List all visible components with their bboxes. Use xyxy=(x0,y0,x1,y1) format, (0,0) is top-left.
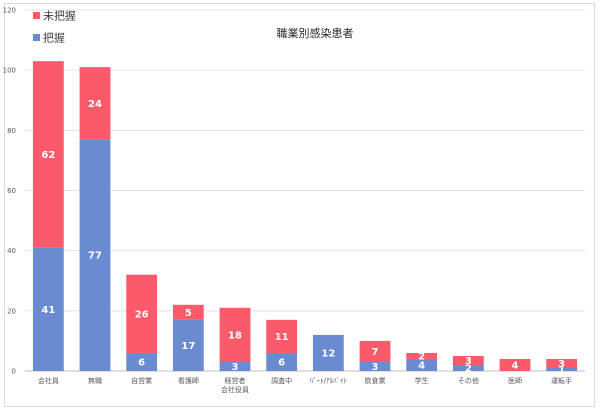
data-label: 24 xyxy=(88,99,102,110)
bar-segment xyxy=(406,358,438,371)
bar-segment xyxy=(32,61,64,248)
y-tick-label: 120 xyxy=(3,7,16,15)
bar-segment xyxy=(452,355,484,365)
bar-segment xyxy=(32,247,64,371)
bar-segment xyxy=(499,358,531,371)
category-label: 医師 xyxy=(508,376,522,385)
legend-label: 把握 xyxy=(43,31,65,45)
data-label: 2 xyxy=(465,363,472,374)
data-label: 17 xyxy=(181,341,195,352)
category-label: その他 xyxy=(458,376,479,385)
category-label: 会社役員 xyxy=(221,385,249,394)
data-label: 18 xyxy=(228,330,242,341)
y-tick-label: 20 xyxy=(7,307,16,315)
legend-swatch xyxy=(33,12,40,19)
y-tick-label: 0 xyxy=(12,368,16,376)
y-tick-label: 80 xyxy=(7,127,16,135)
bar-segment xyxy=(126,352,158,371)
data-label: 3 xyxy=(232,362,239,373)
category-label: 飲食業 xyxy=(365,376,386,385)
data-label: 4 xyxy=(418,360,425,371)
bar-segment xyxy=(79,139,111,371)
gridlines xyxy=(25,9,585,372)
data-label: 26 xyxy=(135,309,149,320)
data-label: 11 xyxy=(275,332,289,343)
data-label: 77 xyxy=(88,251,102,262)
category-label: ﾊﾟｰﾄ/ｱﾙﾊﾞｲﾄ xyxy=(310,377,347,385)
data-label: 3 xyxy=(372,362,379,373)
y-tick-label: 40 xyxy=(7,247,16,255)
bar-segment xyxy=(79,67,111,140)
bar-segment xyxy=(219,361,251,371)
data-label: 41 xyxy=(41,305,55,316)
data-label: 7 xyxy=(372,347,379,358)
y-tick-label: 100 xyxy=(3,67,16,75)
category-label: 看護師 xyxy=(178,376,199,385)
category-label: 自営業 xyxy=(131,376,152,385)
bar-segment xyxy=(266,352,298,371)
data-label: 12 xyxy=(321,348,335,359)
category-label: 無職 xyxy=(88,376,102,385)
data-label: 62 xyxy=(41,150,55,161)
bars xyxy=(32,61,578,371)
legend-swatch xyxy=(33,34,40,41)
data-label: 5 xyxy=(185,308,192,319)
category-label: 運転手 xyxy=(551,376,572,385)
data-label: 3 xyxy=(465,356,472,367)
data-label: 2 xyxy=(418,351,425,362)
bar-segment xyxy=(359,340,391,362)
bar-segment xyxy=(359,361,391,371)
legend-label: 未把握 xyxy=(43,9,76,23)
bar-segment xyxy=(406,352,438,359)
category-label: 学生 xyxy=(415,376,429,385)
data-label: 6 xyxy=(138,357,145,368)
bar-segment xyxy=(452,364,484,371)
bar-segment xyxy=(312,334,344,371)
bar-segment xyxy=(172,319,204,371)
chart-title: 職業別感染患者 xyxy=(277,26,354,40)
data-label: 1 xyxy=(558,365,565,376)
category-label: 調査中 xyxy=(271,376,292,385)
category-label: 会社員 xyxy=(38,376,59,385)
bar-segment xyxy=(172,304,204,320)
y-axis: 0 20 40 60 80 100 120 xyxy=(3,7,16,376)
y-tick-label: 60 xyxy=(7,187,16,195)
data-label: 3 xyxy=(558,359,565,370)
data-label: 4 xyxy=(512,360,519,371)
bar-segment xyxy=(126,274,158,353)
bar-segment xyxy=(546,358,578,368)
bar-segment xyxy=(219,307,251,362)
bar-segment xyxy=(266,319,298,353)
data-label: 6 xyxy=(278,357,285,368)
category-label: 経営者 xyxy=(225,376,246,385)
bar-segment xyxy=(546,367,578,371)
